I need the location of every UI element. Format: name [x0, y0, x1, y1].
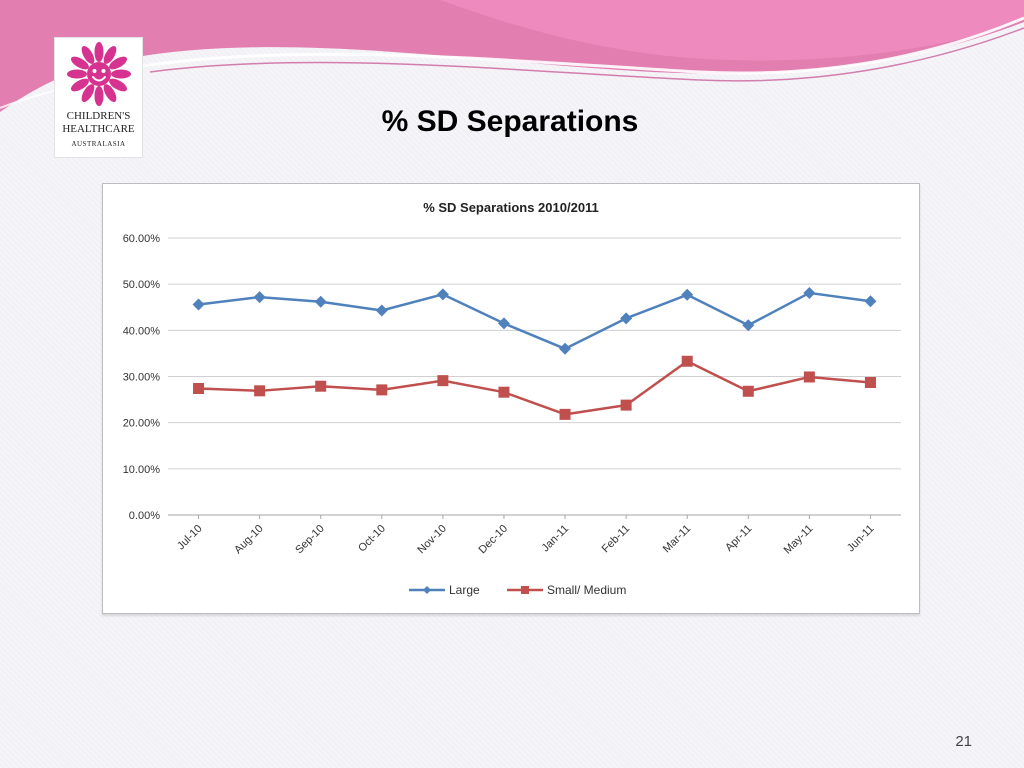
data-point	[864, 295, 877, 308]
slide-title: % SD Separations	[381, 105, 639, 138]
y-tick-label: 40.00%	[123, 325, 161, 337]
data-point	[193, 383, 205, 395]
data-point	[742, 385, 754, 397]
chart-title: % SD Separations 2010/2011	[423, 200, 599, 215]
x-tick-label: Jul-10	[175, 523, 205, 553]
legend-marker	[423, 586, 431, 594]
data-point	[681, 355, 693, 367]
y-tick-label: 60.00%	[123, 233, 161, 245]
data-point	[376, 384, 388, 396]
legend-label: Large	[449, 583, 480, 597]
legend-label: Small/ Medium	[547, 583, 626, 597]
x-tick-label: Sep-10	[293, 523, 327, 557]
data-point	[375, 304, 388, 317]
x-tick-label: Jan-11	[539, 523, 571, 555]
legend-marker	[521, 586, 529, 594]
data-point	[436, 288, 449, 301]
page-number: 21	[955, 733, 972, 750]
logo-line-2: HEALTHCARE	[62, 123, 135, 135]
data-point	[315, 380, 327, 392]
data-point	[559, 408, 571, 420]
sun-flower-icon	[67, 42, 131, 106]
x-tick-label: May-11	[782, 523, 816, 557]
y-tick-label: 50.00%	[123, 279, 161, 291]
line-chart: 0.00% 10.00% 20.00% 30.00% 40.00% 50.00% 60.00…	[123, 233, 901, 597]
data-point	[620, 312, 633, 325]
x-tick-label: Apr-11	[723, 523, 754, 554]
y-tick-label: 10.00%	[123, 464, 161, 476]
x-tick-label: Feb-11	[600, 523, 633, 556]
data-point	[498, 386, 510, 398]
data-point	[803, 286, 816, 299]
series-line-small-medium	[198, 360, 871, 416]
x-tick-label: Jun-11	[845, 523, 877, 555]
series-line-large	[198, 291, 871, 351]
x-tick-label: Oct-10	[356, 523, 388, 555]
data-point	[620, 399, 632, 411]
data-point	[864, 377, 876, 389]
data-point	[559, 342, 572, 355]
header-banner	[0, 0, 1024, 112]
y-tick-label: 30.00%	[123, 372, 161, 384]
y-tick-label: 0.00%	[129, 510, 160, 522]
chart-container: % SD Separations 2010/2011 0.00% 10.00% 20…	[102, 183, 920, 614]
data-point	[253, 291, 266, 304]
y-tick-label: 20.00%	[123, 418, 161, 430]
data-point	[681, 288, 694, 301]
data-point	[192, 298, 205, 311]
organization-logo: CHILDREN'S HEALTHCARE AUSTRALASIA	[54, 37, 143, 158]
data-point	[497, 317, 510, 330]
data-point	[742, 319, 755, 332]
logo-line-1: CHILDREN'S	[66, 110, 131, 122]
data-point	[314, 295, 327, 308]
data-point	[254, 385, 266, 397]
x-tick-label: Mar-11	[661, 523, 694, 556]
x-tick-label: Aug-10	[232, 523, 266, 557]
x-tick-label: Nov-10	[415, 523, 449, 557]
x-tick-label: Dec-10	[477, 523, 511, 557]
data-point	[803, 371, 815, 383]
data-point	[437, 375, 449, 387]
logo-line-3: AUSTRALASIA	[71, 140, 126, 148]
